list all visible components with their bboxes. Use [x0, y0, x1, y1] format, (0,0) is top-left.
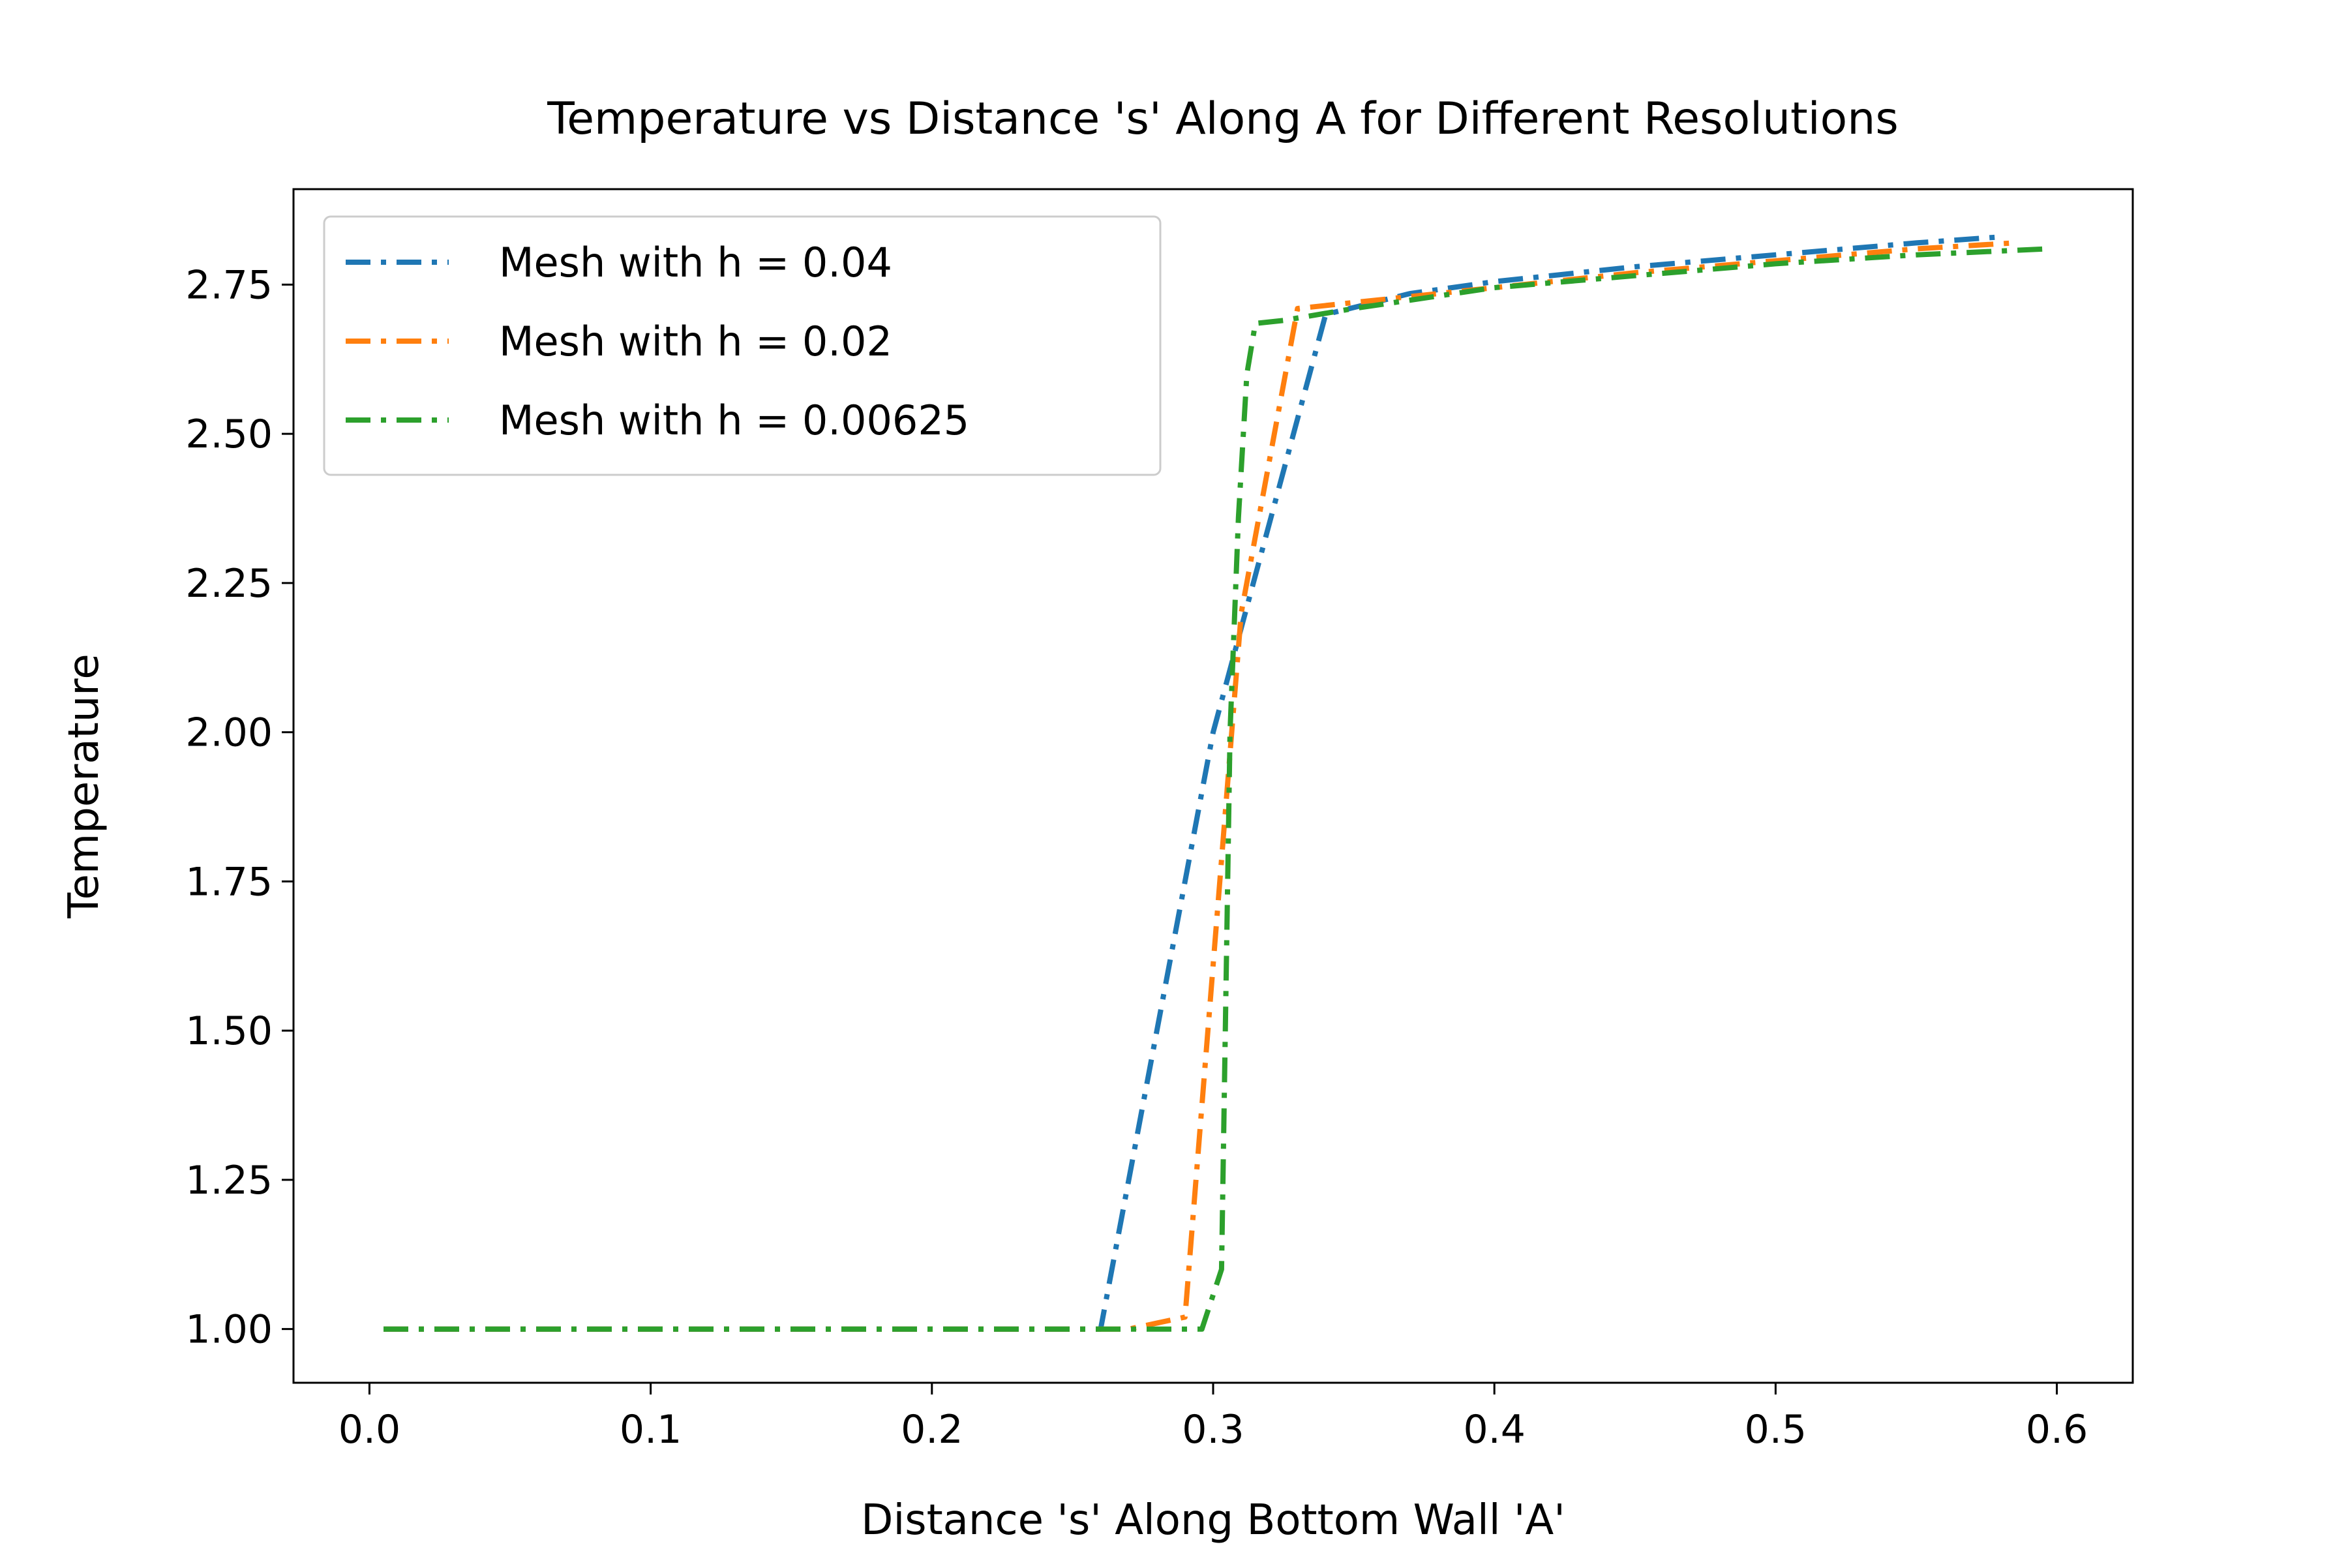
y-tick-label: 1.00 — [185, 1307, 273, 1353]
x-tick-label: 0.5 — [1745, 1407, 1807, 1453]
y-tick-label: 2.50 — [185, 412, 273, 457]
series-line-3 — [384, 246, 2049, 1332]
plot-area — [384, 234, 2049, 1332]
series-line-2 — [384, 240, 2015, 1332]
legend-label-2: Mesh with h = 0.02 — [499, 318, 892, 365]
legend: Mesh with h = 0.04 Mesh with h = 0.02 Mesh… — [323, 215, 1162, 476]
x-tick-label: 0.4 — [1463, 1407, 1525, 1453]
y-tick-label: 1.25 — [185, 1158, 273, 1203]
x-tick-label: 0.6 — [2026, 1407, 2088, 1453]
y-tick-label: 2.25 — [185, 561, 273, 607]
y-tick-label: 2.75 — [185, 262, 273, 308]
x-tick-label: 0.3 — [1182, 1407, 1244, 1453]
legend-box — [323, 215, 1162, 476]
y-tick-label: 1.75 — [185, 859, 273, 905]
axes-frame — [292, 188, 2134, 1384]
legend-label-3: Mesh with h = 0.00625 — [499, 397, 969, 444]
y-tick-label: 2.00 — [185, 710, 273, 756]
x-tick-label: 0.1 — [620, 1407, 682, 1453]
chart-title: Temperature vs Distance 's' Along A for … — [547, 93, 1899, 145]
axis-ticks: 0.0 0.1 0.2 0.3 0.4 0.5 0.6 1.00 1.25 1.50 1.75 2.0… — [185, 262, 2088, 1453]
legend-label-1: Mesh with h = 0.04 — [499, 239, 892, 286]
x-axis-label: Distance 's' Along Bottom Wall 'A' — [861, 1496, 1565, 1545]
y-axis-label: Temperature — [60, 654, 108, 918]
x-tick-label: 0.2 — [901, 1407, 963, 1453]
x-tick-label: 0.0 — [339, 1407, 400, 1453]
y-tick-label: 1.50 — [185, 1008, 273, 1054]
